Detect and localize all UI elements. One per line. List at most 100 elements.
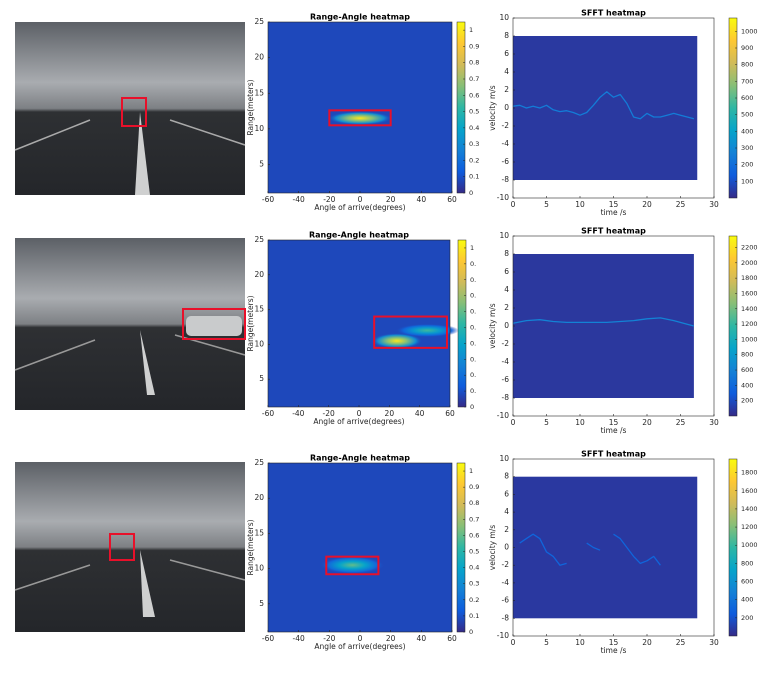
- colorbar-tick-label: 0.4: [469, 124, 479, 132]
- y-tick-label: -8: [502, 393, 510, 402]
- y-tick-label: 10: [499, 231, 509, 240]
- colorbar-tick-label: 0.: [470, 260, 476, 268]
- colorbar-tick-label: 1400: [741, 305, 758, 313]
- colorbar-tick-label: 0.7: [469, 515, 479, 523]
- y-tick-label: 6: [504, 267, 509, 276]
- highlight-box: [325, 555, 380, 576]
- x-tick-label: -60: [262, 195, 274, 204]
- x-tick-label: 20: [642, 200, 652, 209]
- chart-title: Range-Angle heatmap: [310, 13, 410, 22]
- y-tick-label: 6: [504, 489, 509, 498]
- y-tick-label: 20: [254, 53, 264, 62]
- x-tick-label: 10: [575, 418, 585, 427]
- x-axis-label: Angle of arrive(degrees): [314, 642, 405, 651]
- colorbar: [728, 17, 738, 199]
- y-tick-label: 25: [254, 458, 264, 467]
- colorbar-tick-label: 1: [470, 244, 474, 252]
- x-axis-label: Angle of arrive(degrees): [314, 203, 405, 212]
- y-tick-label: -4: [502, 357, 510, 366]
- x-tick-label: -40: [293, 195, 305, 204]
- heat-peak: [395, 323, 460, 338]
- y-tick-label: 15: [254, 528, 264, 537]
- colorbar-tick-label: 1000: [741, 335, 758, 343]
- colorbar-tick-label: 400: [741, 127, 753, 135]
- y-tick-label: -2: [502, 339, 510, 348]
- colorbar-tick-label: 0.4: [469, 564, 479, 572]
- heat-peak: [371, 333, 423, 349]
- y-tick-label: 8: [504, 249, 509, 258]
- colorbar: [728, 458, 738, 637]
- y-tick-label: -2: [502, 121, 510, 130]
- colorbar-tick-label: 1800: [741, 274, 758, 282]
- colorbar-tick-label: 0.9: [469, 42, 479, 50]
- x-tick-label: 10: [575, 638, 585, 647]
- y-axis-label: Range(meters): [246, 79, 255, 135]
- colorbar-tick-label: 0.9: [469, 483, 479, 491]
- heat-peak: [320, 556, 385, 575]
- y-tick-label: -6: [502, 596, 510, 605]
- colorbar-tick-label: 0.: [470, 292, 476, 300]
- y-axis-label: Range(meters): [246, 519, 255, 575]
- x-tick-label: -20: [323, 195, 335, 204]
- heatmap-background: [268, 22, 452, 193]
- colorbar-tick-label: 0.2: [469, 596, 479, 604]
- colorbar-tick-label: 600: [741, 366, 753, 374]
- y-tick-label: -2: [502, 560, 510, 569]
- colorbar-tick-label: 500: [741, 111, 753, 119]
- colorbar-tick-label: 1200: [741, 523, 758, 531]
- colorbar-tick-label: 0.: [470, 308, 476, 316]
- colorbar-tick-label: 0.3: [469, 580, 479, 588]
- y-tick-label: 15: [254, 305, 264, 314]
- x-tick-label: 20: [386, 634, 396, 643]
- colorbar-tick-label: 1600: [741, 289, 758, 297]
- x-tick-label: 30: [709, 200, 719, 209]
- colorbar-tick-label: 1600: [741, 487, 758, 495]
- y-tick-label: 4: [504, 507, 509, 516]
- x-tick-label: 0: [511, 418, 516, 427]
- x-tick-label: -20: [323, 634, 335, 643]
- colorbar-tick-label: 600: [741, 578, 753, 586]
- colorbar-tick-label: 0.6: [469, 531, 479, 539]
- spectrogram-image: [513, 254, 694, 398]
- colorbar-tick-label: 1000: [741, 541, 758, 549]
- colorbar-tick-label: 0.: [470, 323, 476, 331]
- colorbar-tick-label: 400: [741, 596, 753, 604]
- x-tick-label: 5: [544, 200, 549, 209]
- x-tick-label: 40: [417, 195, 427, 204]
- x-tick-label: 25: [676, 200, 686, 209]
- x-axis-label: time /s: [601, 646, 627, 655]
- heatmap-background: [268, 240, 450, 407]
- y-tick-label: 2: [504, 525, 509, 534]
- x-tick-label: 20: [642, 418, 652, 427]
- chart-title: Range-Angle heatmap: [310, 454, 410, 463]
- y-tick-label: 10: [254, 339, 264, 348]
- x-tick-label: -60: [262, 409, 274, 418]
- spectrogram-image: [513, 36, 698, 180]
- y-tick-label: 4: [504, 67, 509, 76]
- y-tick-label: -8: [502, 613, 510, 622]
- colorbar-tick-label: 400: [741, 381, 753, 389]
- colorbar-tick-label: 0.8: [469, 59, 479, 67]
- y-tick-label: 8: [504, 472, 509, 481]
- x-axis-label: time /s: [601, 426, 627, 435]
- colorbar-tick-label: 0.8: [469, 499, 479, 507]
- y-tick-label: 8: [504, 31, 509, 40]
- colorbar-tick-label: 0.5: [469, 108, 479, 116]
- x-tick-label: 60: [447, 634, 457, 643]
- colorbar-tick-label: 0.1: [469, 612, 479, 620]
- x-tick-label: -40: [293, 634, 305, 643]
- x-tick-label: 60: [445, 409, 455, 418]
- y-tick-label: 2: [504, 303, 509, 312]
- chart-title: SFFT heatmap: [581, 227, 646, 236]
- x-tick-label: 15: [609, 638, 619, 647]
- colorbar: [457, 239, 467, 408]
- y-tick-label: 5: [259, 374, 264, 383]
- colorbar-tick-label: 800: [741, 351, 753, 359]
- y-tick-label: -10: [497, 631, 509, 640]
- velocity-trace: [512, 91, 695, 120]
- colorbar-tick-label: 300: [741, 144, 753, 152]
- colorbar-tick-label: 1000: [741, 27, 758, 35]
- x-tick-label: 30: [709, 638, 719, 647]
- x-tick-label: -40: [292, 409, 304, 418]
- colorbar-tick-label: 2200: [741, 243, 758, 251]
